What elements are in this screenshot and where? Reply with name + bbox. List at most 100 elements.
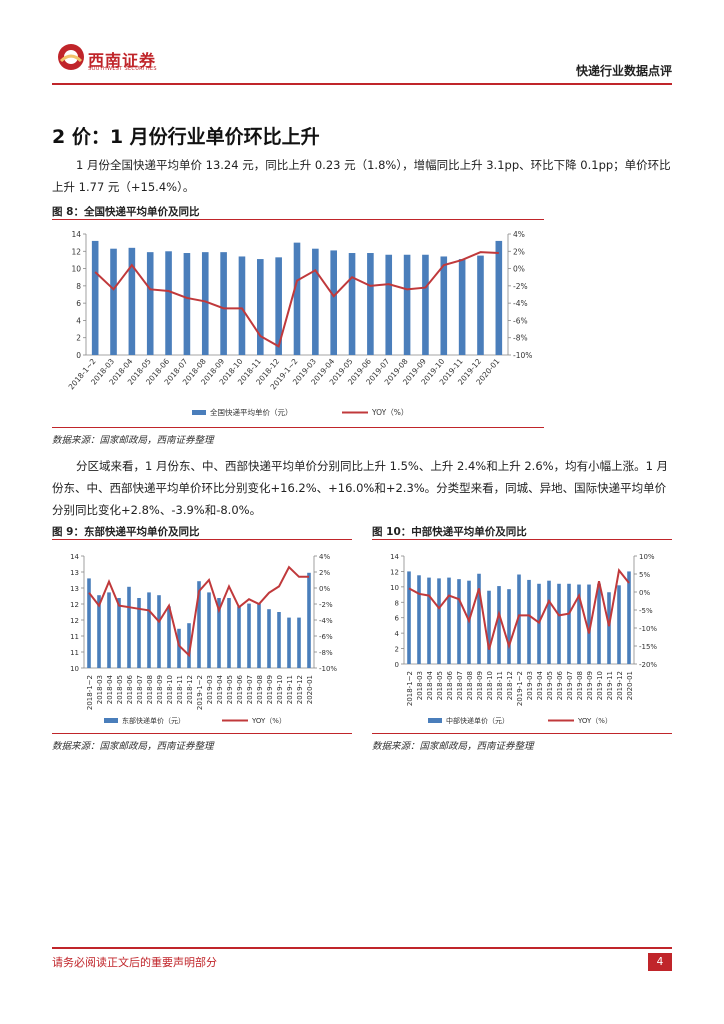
legend-bar-label: 中部快递单价（元） [446, 716, 509, 725]
legend-bar-label: 东部快递单价（元） [122, 716, 185, 725]
left-tick-label: 2 [395, 646, 399, 654]
bar [277, 612, 281, 668]
category-label: 2019-04 [536, 670, 544, 700]
right-tick-label: -2% [513, 282, 528, 291]
category-label: 2018-10 [166, 675, 174, 704]
right-tick-label: -8% [319, 649, 333, 657]
bar [297, 617, 301, 668]
left-tick-label: 0 [76, 351, 81, 360]
bar [177, 628, 181, 668]
bar [293, 242, 301, 355]
left-tick-label: 11 [70, 649, 79, 657]
bar [417, 575, 421, 664]
category-label: 2018-03 [416, 671, 424, 700]
right-tick-label: 5% [639, 571, 650, 579]
bar [587, 584, 591, 664]
bar [487, 590, 491, 664]
category-label: 2018-06 [126, 674, 134, 704]
right-tick-label: -4% [319, 617, 333, 625]
category-label: 2019-12 [296, 675, 304, 704]
company-logo-icon [58, 44, 84, 70]
bar [497, 586, 501, 664]
bar [557, 583, 561, 664]
bar [197, 581, 201, 668]
category-label: 2018-06 [446, 670, 454, 700]
bar [117, 598, 121, 668]
figure-8-source: 数据来源：国家邮政局，西南证券整理 [52, 435, 214, 446]
bar [147, 592, 151, 668]
right-tick-label: 10% [639, 553, 655, 561]
right-tick-label: 4% [513, 230, 525, 239]
left-tick-label: 0 [395, 661, 399, 669]
figure-9-source: 数据来源：国家邮政局，西南证券整理 [52, 741, 214, 752]
left-tick-label: 10 [71, 265, 81, 274]
bar [537, 583, 541, 664]
figure-8-bottom-rule [52, 427, 544, 428]
bar [97, 595, 101, 668]
bar [507, 589, 511, 664]
bar [187, 623, 191, 668]
bar [517, 574, 521, 664]
figure-9-title: 图 9：东部快递平均单价及同比 [52, 526, 200, 538]
bar [367, 253, 374, 355]
category-label: 2019-05 [546, 671, 554, 700]
category-label: 2018-10 [486, 671, 494, 700]
section-title: 2 价：1 月份行业单价环比上升 [52, 126, 320, 148]
page-number: 4 [648, 953, 672, 971]
legend-line-label: YOY（%） [251, 717, 286, 725]
left-tick-label: 12 [71, 247, 81, 256]
figure-10-title: 图 10：中部快递平均单价及同比 [372, 526, 527, 538]
left-tick-label: 2 [76, 334, 81, 343]
right-tick-label: 2% [513, 247, 525, 256]
left-tick-label: 13 [70, 585, 79, 593]
bar [627, 571, 631, 664]
left-tick-label: 12 [70, 601, 79, 609]
left-tick-label: 4 [395, 630, 400, 638]
report-type: 快递行业数据点评 [575, 64, 672, 78]
bar [127, 586, 131, 668]
bar [385, 254, 393, 355]
bar [110, 248, 117, 355]
bar [617, 585, 621, 664]
figure-10-bottom-rule [372, 733, 672, 734]
right-tick-label: -10% [319, 665, 337, 673]
left-tick-label: 10 [390, 584, 399, 592]
footer-divider [52, 947, 672, 949]
figure-9-top-rule [52, 539, 352, 540]
bar [577, 584, 581, 664]
bar [257, 259, 264, 355]
left-tick-label: 14 [71, 230, 81, 239]
category-label: 2019-10 [276, 675, 284, 704]
bar [157, 595, 161, 668]
category-label: 2019-06 [236, 674, 244, 704]
bar [183, 253, 191, 355]
left-tick-label: 8 [395, 599, 399, 607]
category-label: 2018-09 [156, 675, 164, 704]
category-label: 2019-03 [526, 671, 534, 700]
bar [201, 252, 209, 355]
bar [330, 250, 337, 355]
category-label: 2018-11 [496, 671, 504, 700]
bar [91, 240, 99, 355]
category-label: 2019-1~2 [196, 675, 204, 710]
category-label: 2019-08 [576, 671, 584, 700]
category-label: 2018-04 [106, 674, 114, 704]
category-label: 2019-11 [606, 671, 614, 700]
left-tick-label: 12 [390, 568, 399, 576]
bar [607, 592, 611, 664]
footer-disclaimer: 请务必阅读正文后的重要声明部分 [52, 956, 217, 969]
bar [427, 577, 431, 664]
bar [267, 609, 271, 668]
bar [307, 572, 311, 668]
bar [422, 254, 429, 355]
category-label: 2018-12 [506, 671, 514, 700]
figure-9-bottom-rule [52, 733, 352, 734]
bar [527, 579, 531, 664]
left-tick-label: 14 [390, 553, 399, 561]
bar [128, 247, 136, 355]
chart-east-price: 10 11 11 12 12 13 13 14 -10% -8% -6% -4% -2% 0% 2% 4% 20… [70, 553, 337, 725]
bar [287, 617, 291, 668]
legend-bar-swatch [104, 718, 118, 723]
bar [477, 255, 484, 355]
right-tick-label: -6% [319, 633, 333, 641]
